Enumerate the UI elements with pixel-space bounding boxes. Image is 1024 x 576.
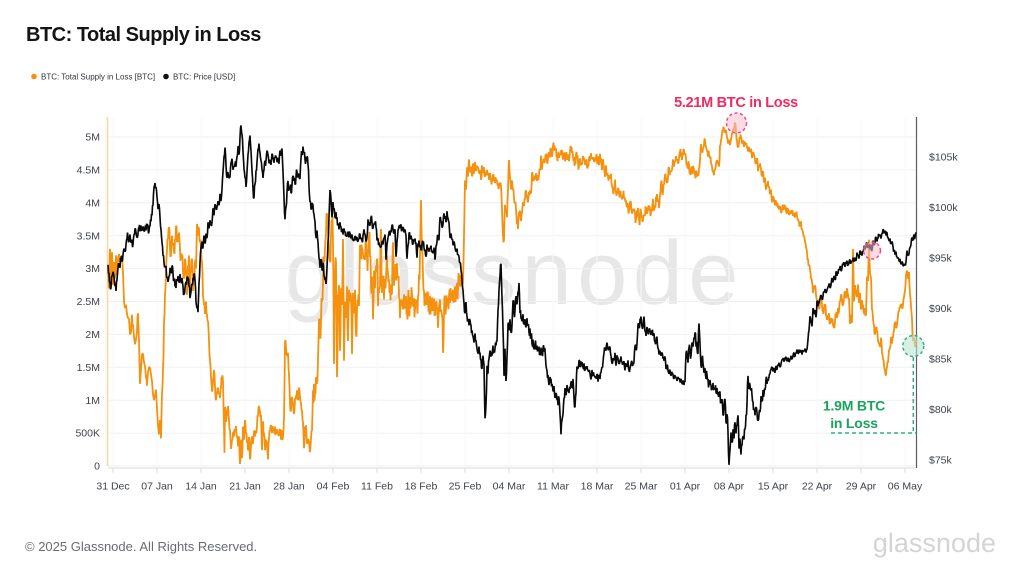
- svg-text:$90k: $90k: [929, 303, 953, 315]
- svg-text:3M: 3M: [85, 263, 100, 275]
- svg-text:25 Feb: 25 Feb: [449, 481, 482, 493]
- svg-text:04 Feb: 04 Feb: [317, 481, 350, 493]
- svg-text:glassnode: glassnode: [873, 528, 996, 558]
- svg-text:08 Apr: 08 Apr: [714, 481, 745, 493]
- svg-text:$105k: $105k: [929, 151, 958, 163]
- svg-text:18 Mar: 18 Mar: [581, 481, 614, 493]
- svg-text:1M: 1M: [85, 395, 100, 407]
- svg-text:21 Jan: 21 Jan: [229, 481, 261, 493]
- svg-text:500K: 500K: [75, 428, 100, 440]
- svg-text:$95k: $95k: [929, 252, 953, 264]
- svg-text:BTC: Total Supply in Loss: BTC: Total Supply in Loss: [26, 24, 261, 46]
- svg-text:$100k: $100k: [929, 202, 958, 214]
- svg-text:11 Mar: 11 Mar: [537, 481, 569, 493]
- svg-text:14 Jan: 14 Jan: [185, 481, 217, 493]
- svg-text:31 Dec: 31 Dec: [96, 481, 129, 493]
- svg-text:2.5M: 2.5M: [77, 296, 100, 308]
- svg-text:1.9M BTC: 1.9M BTC: [823, 398, 885, 414]
- svg-text:25 Mar: 25 Mar: [625, 481, 658, 493]
- svg-text:28 Jan: 28 Jan: [273, 481, 305, 493]
- svg-text:BTC: Price [USD]: BTC: Price [USD]: [173, 73, 235, 82]
- svg-text:5M: 5M: [85, 132, 100, 144]
- svg-text:5.21M BTC in Loss: 5.21M BTC in Loss: [674, 95, 798, 111]
- svg-text:29 Apr: 29 Apr: [846, 481, 877, 493]
- svg-text:01 Apr: 01 Apr: [670, 481, 701, 493]
- svg-text:06 May: 06 May: [888, 481, 923, 493]
- svg-text:$80k: $80k: [929, 404, 953, 416]
- svg-text:$75k: $75k: [929, 454, 953, 466]
- svg-text:3.5M: 3.5M: [77, 230, 100, 242]
- svg-text:4.5M: 4.5M: [77, 165, 100, 177]
- svg-text:2M: 2M: [85, 329, 100, 341]
- svg-text:1.5M: 1.5M: [77, 362, 100, 374]
- svg-text:BTC: Total Supply in Loss [BTC: BTC: Total Supply in Loss [BTC]: [41, 73, 155, 82]
- svg-text:$85k: $85k: [929, 353, 953, 365]
- svg-text:in Loss: in Loss: [830, 415, 878, 431]
- svg-text:04 Mar: 04 Mar: [493, 481, 526, 493]
- svg-text:07 Jan: 07 Jan: [141, 481, 173, 493]
- svg-text:22 Apr: 22 Apr: [802, 481, 833, 493]
- svg-text:© 2025 Glassnode. All Rights R: © 2025 Glassnode. All Rights Reserved.: [25, 539, 257, 554]
- svg-text:18 Feb: 18 Feb: [405, 481, 438, 493]
- svg-text:0: 0: [94, 461, 100, 473]
- svg-text:11 Feb: 11 Feb: [361, 481, 393, 493]
- svg-text:4M: 4M: [85, 197, 100, 209]
- svg-text:15 Apr: 15 Apr: [758, 481, 789, 493]
